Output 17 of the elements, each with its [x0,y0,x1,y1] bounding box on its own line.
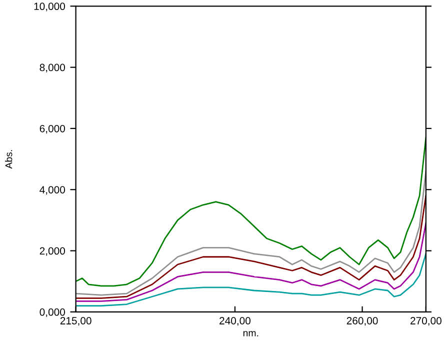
line-series [76,170,426,296]
x-tick-label: 240,00 [220,317,250,326]
x-tick-label: 270,00 [410,317,442,326]
y-tick-label: 10,000 [34,2,65,12]
y-tick-label: 2,000 [40,247,65,256]
line-series [76,195,426,299]
line-series [76,222,426,302]
y-tick-label: 8,000 [40,64,65,72]
x-axis-title: nm. [243,331,258,336]
y-tick-label: 6,000 [40,124,65,134]
line-series [76,136,426,287]
y-tick-label: 0,000 [40,308,65,318]
x-tick-label: 215,00 [60,317,92,326]
x-tick-label: 260,00 [346,317,378,326]
line-series [76,253,426,306]
y-axis-title: Abs. [5,150,12,169]
y-tick-label: 4,000 [40,186,65,195]
